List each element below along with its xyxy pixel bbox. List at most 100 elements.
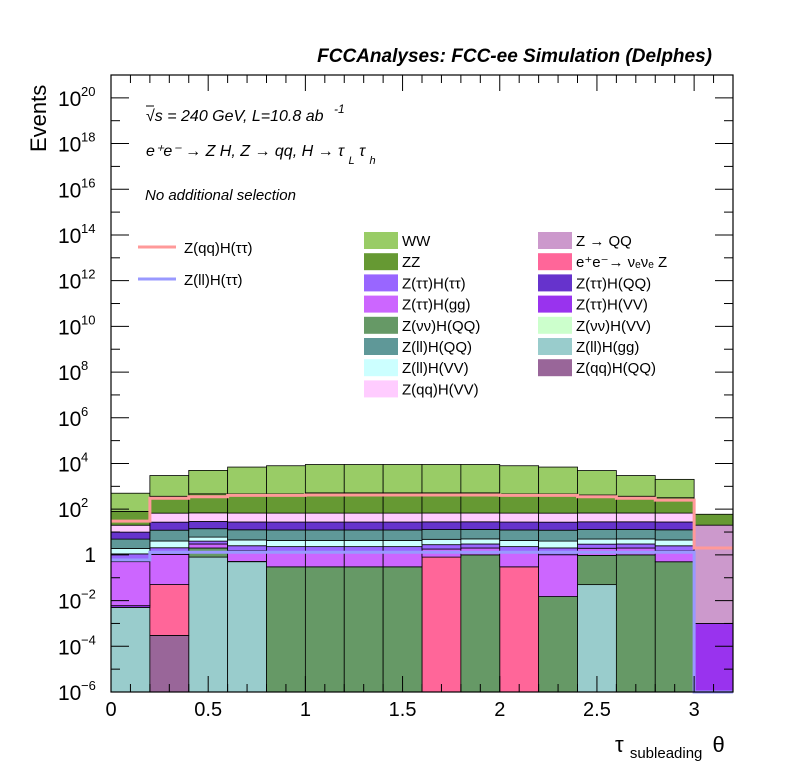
y-tick-label: 1 bbox=[84, 544, 96, 567]
bar-z-ll-h-vv-bin-14 bbox=[654, 539, 695, 547]
legend-label: e⁺e⁻→ νₑνₑ Z bbox=[576, 254, 667, 271]
x-tick-label: 0 bbox=[105, 699, 116, 721]
y-tick-label: 10 bbox=[58, 225, 81, 248]
y-tick-exponent: 2 bbox=[81, 495, 88, 510]
bar-z-ll-h-qq-bin-7 bbox=[382, 529, 423, 541]
process-sub-h: h bbox=[370, 155, 376, 167]
x-tick-label: 1 bbox=[300, 699, 311, 721]
bar-z-ll-h-qq-bin-0 bbox=[110, 538, 151, 549]
y-tick-label: 10 bbox=[58, 271, 81, 294]
bar-z-h-gg-bin-11 bbox=[538, 554, 578, 597]
x-axis-label-sub: subleading bbox=[630, 745, 703, 762]
y-tick-exponent: −6 bbox=[81, 678, 96, 693]
bar-z-h-qq-bin-0 bbox=[110, 531, 151, 540]
y-tick-exponent: 20 bbox=[81, 84, 95, 99]
bar-z-h-qq-bin-1 bbox=[149, 521, 190, 531]
bar-z-h-qq-bin-4 bbox=[266, 521, 306, 531]
bar-ww-bin-12 bbox=[577, 470, 617, 496]
bar-z-ll-h-vv-bin-13 bbox=[615, 538, 656, 545]
bar-z-h-qq-bin-12 bbox=[577, 554, 617, 586]
energy-text: √s = 240 GeV, L=10.8 ab bbox=[146, 108, 324, 125]
bar-ww-bin-10 bbox=[499, 465, 540, 495]
x-axis-label-tail: θ bbox=[713, 732, 725, 757]
bar-z-h-qq-bin-5 bbox=[304, 566, 345, 693]
process-tau: τ bbox=[359, 143, 366, 160]
legend-label: Z(ll)H(VV) bbox=[402, 360, 469, 377]
legend-swatch-z-h bbox=[364, 274, 398, 292]
bar-z-h-gg-bin-10 bbox=[499, 551, 540, 568]
bar-z-h-qq-bin-10 bbox=[499, 521, 540, 531]
bar-ww-bin-14 bbox=[654, 478, 695, 499]
bar-z-ll-h-qq-bin-14 bbox=[654, 529, 695, 541]
bar-z-qq-bin-15 bbox=[693, 524, 734, 624]
legend-label: Z(νν)H(VV) bbox=[576, 318, 651, 335]
bar-ww-bin-6 bbox=[343, 464, 384, 494]
process-sub-l: L bbox=[348, 155, 354, 167]
bar-z-h-gg-bin-4 bbox=[266, 551, 306, 568]
bar-z-h-qq-bin-2 bbox=[188, 521, 229, 530]
overlay-lines bbox=[111, 493, 733, 694]
bar-z-h-qq-bin-14 bbox=[654, 521, 695, 531]
x-tick-label: 2 bbox=[494, 699, 505, 721]
y-tick-label: 10 bbox=[58, 636, 81, 659]
bar-z-ll-h-gg-bin-12 bbox=[577, 584, 617, 693]
bar-z-ll-h-vv-bin-1 bbox=[149, 540, 190, 549]
bar-z-qq-h-vv-bin-1 bbox=[149, 512, 190, 523]
legend-swatch-ww bbox=[364, 232, 398, 249]
y-tick-exponent: 12 bbox=[81, 267, 95, 282]
bar-z-qq-h-vv-bin-12 bbox=[577, 512, 617, 523]
bar-z-h-vv-bin-15 bbox=[693, 623, 734, 693]
bar-z-h-gg-bin-7 bbox=[382, 551, 423, 568]
bar-z-qq-h-vv-bin-8 bbox=[421, 512, 462, 523]
y-tick-exponent: 10 bbox=[81, 312, 95, 327]
bar-zz-bin-15 bbox=[693, 513, 734, 526]
bar-z-h-gg-bin-5 bbox=[304, 551, 345, 568]
bar-z-qq-h-vv-bin-4 bbox=[266, 512, 306, 523]
bar-z-qq-h-vv-bin-14 bbox=[654, 512, 695, 523]
x-axis-label-main: τ bbox=[615, 732, 624, 757]
legend-swatch-z-ll-h-qq bbox=[364, 338, 398, 355]
bar-ww-bin-0 bbox=[110, 492, 151, 512]
bar-z-ll-h-vv-bin-12 bbox=[577, 538, 617, 545]
bar-z-ll-h-gg-bin-3 bbox=[227, 561, 267, 693]
bar-z-ll-h-qq-bin-4 bbox=[266, 529, 306, 541]
bar-z-ll-h-qq-bin-3 bbox=[227, 529, 267, 541]
line-z-qq-h bbox=[111, 493, 733, 550]
y-tick-label: 10 bbox=[58, 408, 81, 431]
bar-zz-bin-0 bbox=[110, 511, 151, 526]
bar-z-ll-h-qq-bin-2 bbox=[188, 528, 229, 538]
legend-label: Z(qq)H(ττ) bbox=[184, 240, 253, 257]
y-tick-label: 10 bbox=[58, 134, 81, 157]
bar-z-ll-h-qq-bin-10 bbox=[499, 529, 540, 541]
bar-z-h-qq-bin-4 bbox=[266, 566, 306, 693]
bar-z-qq-h-vv-bin-0 bbox=[110, 524, 151, 533]
bar-z-ll-h-vv-bin-0 bbox=[110, 548, 151, 555]
y-tick-exponent: −2 bbox=[81, 587, 96, 602]
bar-z-h-qq-bin-12 bbox=[577, 521, 617, 530]
bar-z-ll-h-vv-bin-8 bbox=[421, 538, 462, 546]
legend-label: Z → QQ bbox=[576, 233, 632, 250]
bar-z-ll-h-qq-bin-6 bbox=[343, 529, 384, 541]
y-tick-exponent: 8 bbox=[81, 358, 88, 373]
bar-z-ll-h-vv-bin-5 bbox=[304, 540, 345, 548]
y-tick-label: 10 bbox=[58, 316, 81, 339]
bar-ww-bin-4 bbox=[266, 465, 306, 495]
bar-z-ll-h-qq-bin-13 bbox=[615, 529, 656, 540]
y-tick-exponent: 14 bbox=[81, 221, 95, 236]
y-tick-label: 10 bbox=[58, 682, 81, 705]
bar-ww-bin-2 bbox=[188, 470, 229, 495]
bar-z-h-qq-bin-13 bbox=[615, 554, 656, 693]
legend-label: Z(ll)H(ττ) bbox=[184, 272, 243, 289]
bar-z-qq-h-vv-bin-6 bbox=[343, 512, 384, 523]
x-tick-label: 0.5 bbox=[194, 699, 222, 721]
bar-z-h-qq-bin-5 bbox=[304, 521, 345, 531]
bar-ww-bin-11 bbox=[538, 466, 578, 495]
legend-swatch-z-h-qq bbox=[364, 316, 398, 334]
bar-z-ll-h-gg-bin-2 bbox=[188, 556, 229, 693]
legend-swatch-z-ll-h-gg bbox=[538, 338, 572, 355]
bar-z-h-gg-bin-2 bbox=[188, 543, 229, 549]
bar-ww-bin-5 bbox=[304, 464, 345, 494]
bar-z-h-bin-3 bbox=[227, 545, 267, 552]
bar-z-ll-h-qq-bin-5 bbox=[304, 529, 345, 541]
